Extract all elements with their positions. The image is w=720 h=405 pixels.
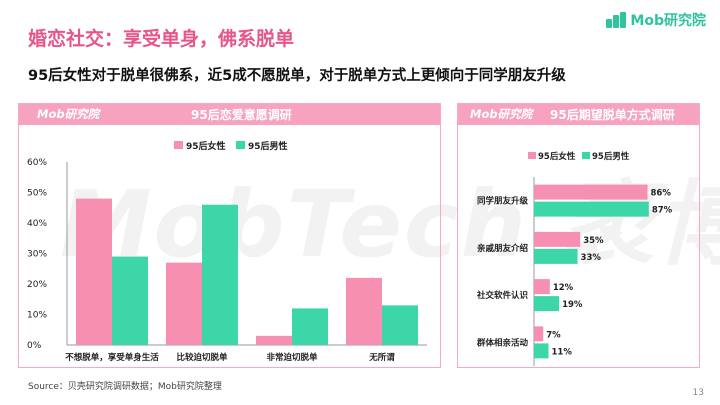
left-panel-title: 95后恋爱意愿调研 [191, 108, 292, 122]
y-tick-label: 50% [27, 189, 47, 199]
y-tick-label: 亲戚朋友介绍 [477, 243, 529, 254]
y-tick-label: 0% [27, 341, 42, 351]
y-tick-label: 10% [27, 311, 47, 321]
bar [112, 256, 148, 345]
x-tick-label: 无所谓 [368, 352, 395, 363]
y-tick-label: 30% [27, 250, 47, 260]
bar [534, 201, 649, 217]
legend-swatch [236, 141, 245, 149]
left-panel-logo: Mob研究院 [37, 107, 100, 121]
right-panel-title: 95后期望脱单方式调研 [550, 108, 675, 122]
bar [534, 343, 549, 359]
data-label: 87% [652, 206, 673, 216]
y-tick-label: 社交软件认识 [476, 290, 529, 301]
data-label: 19% [562, 300, 583, 310]
right-chart-panel: Mob研究院 95后期望脱单方式调研 95后女性 95后男性 86% 87% 同学朋友升… [457, 103, 700, 368]
y-tick-label: 40% [27, 219, 47, 229]
legend-swatch [174, 141, 183, 149]
mob-logo: Mob研究院 [606, 10, 706, 30]
bar [202, 204, 238, 345]
y-tick-label: 60% [27, 158, 47, 168]
legend-swatch [528, 152, 536, 159]
data-label: 11% [552, 347, 573, 357]
right-panel-header: Mob研究院 95后期望脱单方式调研 [458, 104, 699, 125]
right-panel-logo: Mob研究院 [470, 107, 533, 121]
x-tick-label: 非常迫切脱单 [266, 352, 318, 363]
x-tick-label: 不想脱单，享受单身生活 [65, 352, 159, 363]
bar [76, 198, 112, 345]
bar [292, 308, 328, 345]
page-number: 13 [692, 388, 704, 398]
data-label: 86% [651, 189, 672, 199]
left-chart-panel: Mob研究院 95后恋爱意愿调研 95后女性 95后男性 0% 10% 20% 30% 40… [18, 103, 441, 368]
y-tick-label: 同学朋友升级 [477, 196, 529, 207]
bar [256, 335, 292, 345]
left-panel-header: Mob研究院 95后恋爱意愿调研 [19, 104, 440, 125]
bar [346, 277, 382, 345]
bar [534, 279, 550, 295]
y-tick-label: 群体相亲活动 [476, 337, 529, 348]
data-label: 33% [581, 253, 602, 263]
page-title: 婚恋社交：享受单身，佛系脱单 [28, 28, 295, 50]
bar [534, 296, 560, 312]
right-bar-chart: 95后女性 95后男性 86% 87% 同学朋友升级 35% 33% 亲戚朋友介绍 12% 19%… [476, 151, 673, 366]
y-tick-label: 20% [27, 280, 47, 290]
legend-label: 95后女性 [538, 151, 576, 162]
left-bar-chart: 95后女性 95后男性 0% 10% 20% 30% 40% 50% 60% 不想脱单，享受单身生… [27, 140, 427, 363]
legend-label: 95后男性 [592, 151, 630, 162]
bar [534, 248, 578, 264]
data-label: 12% [553, 283, 574, 293]
page-subtitle: 95后女性对于脱单很佛系，近5成不愿脱单，对于脱单方式上更倾向于同学朋友升级 [28, 68, 566, 84]
logo-text: Mob研究院 [630, 13, 706, 29]
legend-label: 95后男性 [248, 140, 288, 152]
bar [534, 231, 581, 247]
bar [534, 326, 544, 342]
data-label: 35% [583, 236, 604, 246]
x-tick-label: 比较迫切脱单 [176, 352, 228, 363]
bar [166, 262, 202, 345]
source-note: Source：贝壳研究院调研数据；Mob研究院整理 [28, 382, 222, 392]
bar [382, 305, 418, 345]
bar [534, 184, 648, 200]
logo-bars-icon [606, 12, 627, 28]
data-label: 7% [546, 330, 561, 340]
legend-label: 95后女性 [186, 140, 226, 152]
legend-swatch [582, 152, 590, 159]
